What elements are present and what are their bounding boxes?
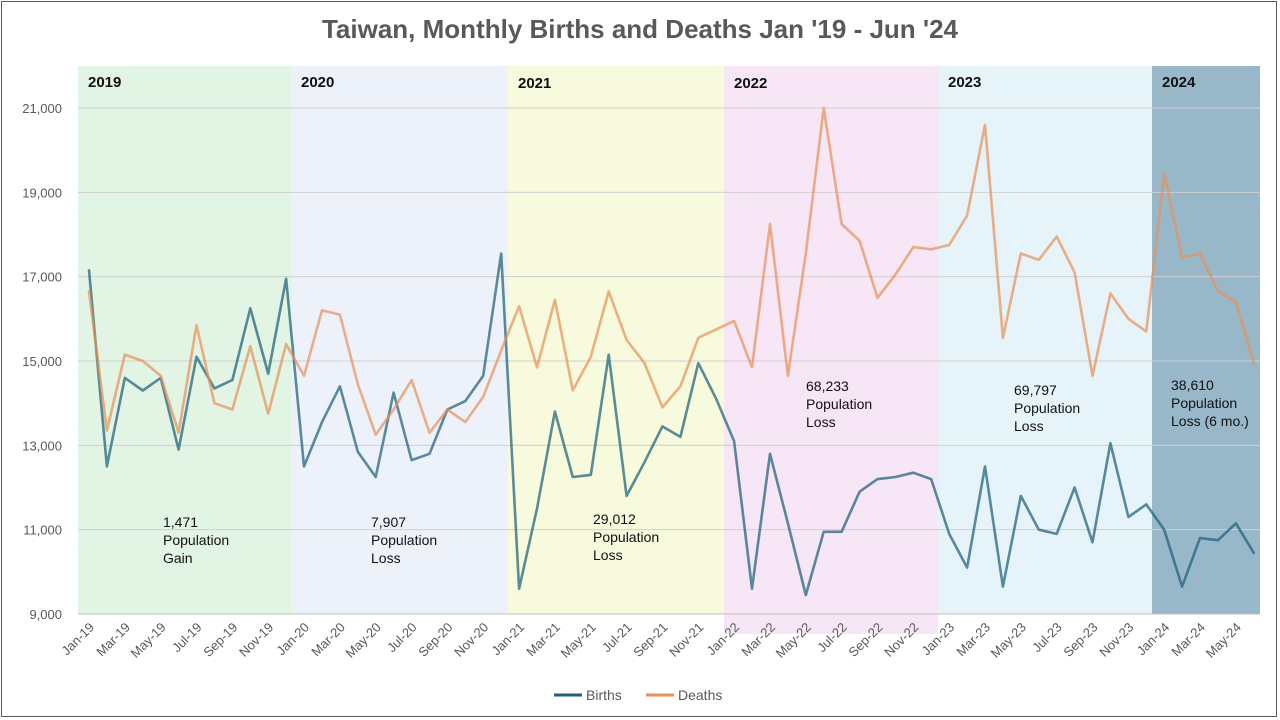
year-band-2020 — [291, 66, 508, 614]
y-tick-label: 9,000 — [29, 607, 62, 622]
year-label-2024: 2024 — [1162, 74, 1196, 91]
x-tick-label: May-19 — [128, 620, 169, 661]
x-tick-label: Jul-19 — [169, 620, 205, 656]
x-tick-label: Mar-21 — [523, 620, 563, 660]
x-tick-label: May-20 — [343, 620, 384, 661]
year-label-2022: 2022 — [734, 75, 767, 92]
y-tick-label: 13,000 — [22, 438, 62, 453]
x-tick-label: Sep-21 — [630, 620, 670, 660]
year-label-2023: 2023 — [948, 74, 981, 91]
annotation-text: Loss (6 mo.) — [1171, 413, 1249, 429]
x-tick-label: Mar-20 — [308, 620, 348, 660]
x-tick-label: Jul-21 — [599, 620, 635, 656]
x-tick-label: Jan-22 — [704, 620, 743, 659]
line-series-births — [87, 252, 1256, 597]
legend: Births Deaths — [554, 687, 722, 703]
year-band-2023 — [938, 66, 1152, 614]
x-tick-label: Jul-23 — [1029, 620, 1065, 656]
x-tick-label: Mar-19 — [93, 620, 133, 660]
x-tick-label: Nov-20 — [451, 620, 491, 660]
annotation-text: Loss — [371, 550, 401, 566]
annotations: 1,471 Population Gain 7,907 Population Loss 29… — [163, 377, 1249, 566]
series-lines — [87, 106, 1256, 597]
x-tick-label: May-24 — [1203, 620, 1244, 661]
x-tick-label: Nov-21 — [666, 620, 706, 660]
x-tick-label: Jan-20 — [273, 620, 312, 659]
chart-title: Taiwan, Monthly Births and Deaths Jan '1… — [321, 14, 958, 44]
legend-label-births: Births — [586, 687, 622, 703]
y-tick-label: 21,000 — [22, 101, 62, 116]
x-tick-label: Nov-23 — [1096, 620, 1136, 660]
annotation-text: 1,471 — [163, 514, 198, 530]
annotation-text: 69,797 — [1014, 382, 1057, 398]
annotation-text: Population — [163, 532, 229, 548]
annotation-text: 68,233 — [806, 378, 849, 394]
annotation-text: Loss — [806, 414, 836, 430]
x-tick-label: Jan-24 — [1134, 620, 1173, 659]
annotation-text: Population — [1171, 395, 1237, 411]
y-tick-label: 17,000 — [22, 270, 62, 285]
line-series-deaths — [87, 106, 1256, 437]
year-bands: 2019 2020 2021 2022 2023 2024 — [78, 66, 1260, 634]
x-tick-label: Nov-19 — [236, 620, 276, 660]
y-tick-label: 11,000 — [23, 523, 62, 538]
annotation-text: Population — [806, 396, 872, 412]
year-label-2021: 2021 — [518, 75, 551, 92]
annotation-text: Gain — [163, 550, 193, 566]
x-tick-label: May-23 — [988, 620, 1029, 661]
annotation-text: 29,012 — [593, 511, 636, 527]
y-tick-label: 19,000 — [22, 185, 62, 200]
x-tick-label: Mar-24 — [1168, 620, 1208, 660]
annotation-text: Population — [593, 529, 659, 545]
x-tick-label: Mar-23 — [953, 620, 993, 660]
annotation-text: Population — [371, 532, 437, 548]
x-tick-label: Jan-21 — [488, 620, 527, 659]
annotation-text: 7,907 — [371, 514, 406, 530]
x-tick-label: Jan-19 — [58, 620, 97, 659]
x-tick-label: May-21 — [558, 620, 599, 661]
x-tick-label: Jul-20 — [384, 620, 420, 656]
annotation-text: Loss — [593, 547, 623, 563]
y-tick-label: 15,000 — [22, 354, 62, 369]
legend-label-deaths: Deaths — [678, 687, 722, 703]
y-axis: 9,000 11,000 13,000 15,000 17,000 19,000 21,00… — [22, 101, 62, 622]
year-band-2024 — [1152, 66, 1260, 614]
annotation-text: Loss — [1014, 418, 1044, 434]
annotation-text: Population — [1014, 400, 1080, 416]
x-tick-label: Sep-23 — [1060, 620, 1100, 660]
year-label-2019: 2019 — [88, 74, 121, 91]
annotation-text: 38,610 — [1171, 377, 1214, 393]
x-tick-label: Sep-20 — [415, 620, 455, 660]
x-tick-label: Sep-19 — [200, 620, 240, 660]
gridlines — [78, 107, 1260, 615]
year-label-2020: 2020 — [301, 74, 334, 91]
year-band-2019 — [78, 66, 291, 614]
